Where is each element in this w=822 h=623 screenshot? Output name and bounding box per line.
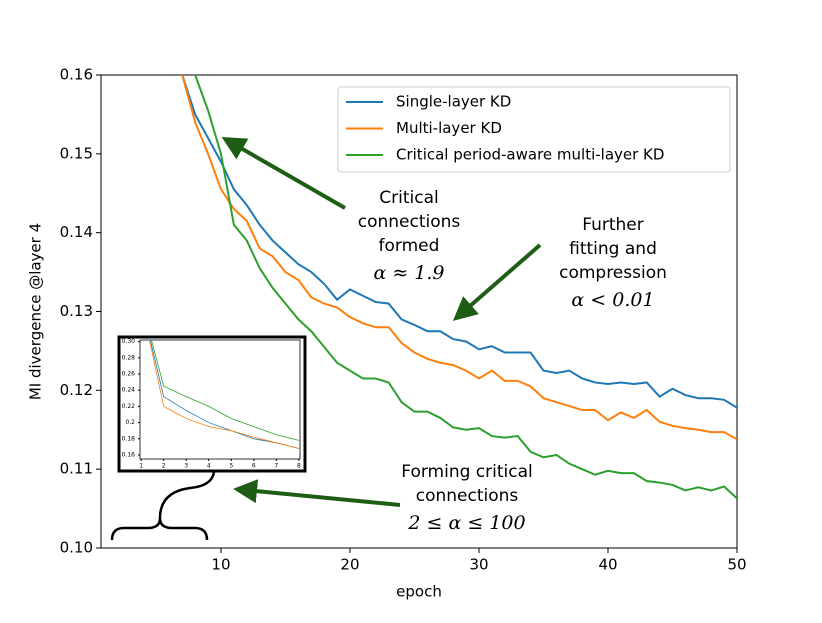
- x-tick-label: 10: [211, 556, 230, 574]
- arrow: [233, 479, 401, 507]
- y-tick-label: 0.12: [60, 381, 93, 399]
- y-tick-label: 0.15: [60, 144, 93, 162]
- series-line: [181, 75, 737, 441]
- legend-label: Single-layer KD: [396, 93, 511, 111]
- series-line: [149, 340, 299, 449]
- arrow: [452, 243, 542, 321]
- x-tick-label: 20: [340, 556, 359, 574]
- annotation-math: α ≈ 1.9: [373, 262, 444, 284]
- x-tick-label: 5: [229, 462, 233, 469]
- axes-frame: [139, 339, 301, 460]
- x-tick-label: 3: [184, 462, 188, 469]
- annotation: compression: [559, 263, 667, 283]
- x-tick-label: 6: [252, 462, 256, 469]
- y-axis-label: MI divergence @layer 4: [27, 223, 45, 400]
- series-line: [194, 75, 737, 500]
- y-tick-label: 0.13: [60, 302, 93, 320]
- legend-label: Critical period-aware multi-layer KD: [396, 146, 664, 164]
- y-tick-label: 0.14: [60, 223, 93, 241]
- y-tick-label: 0.30: [122, 338, 136, 345]
- x-tick-label: 30: [469, 556, 488, 574]
- main-axes: 10 20 30 40 50 0.10 0.11 0.12 0.13 0.14 0.15 0.16 ep…: [27, 66, 747, 601]
- legend-box: [337, 86, 731, 173]
- inset-axes: 1 2 3 4 5 6 7 8 0.16 0.18 0.2 0.22 0.24 0.26 0.28 0.30: [122, 338, 301, 469]
- y-tick-label: 0.24: [122, 387, 136, 394]
- x-axis-label: epoch: [396, 583, 442, 601]
- y-tick-label: 0.22: [122, 403, 136, 410]
- y-tick-label: 0.26: [122, 371, 136, 378]
- x-tick-label: 50: [727, 556, 746, 574]
- x-tick-label: 4: [207, 462, 211, 469]
- y-tick-label: 0.11: [60, 460, 93, 478]
- legend-label: Multi-layer KD: [396, 119, 502, 137]
- arrows: [221, 137, 542, 507]
- annotation: fitting and: [569, 239, 657, 259]
- y-tick-label: 0.16: [122, 451, 136, 458]
- y-tick-label: 0.2: [125, 419, 135, 426]
- annotation: formed: [379, 236, 440, 256]
- inset-frame: [117, 335, 307, 473]
- y-tick-label: 0.18: [122, 435, 136, 442]
- annotation: Critical: [379, 188, 438, 208]
- x-tick-label: 2: [162, 462, 166, 469]
- annotation: Forming critical: [401, 462, 532, 482]
- y-tick-label: 0.16: [60, 66, 93, 84]
- series-line: [181, 75, 737, 409]
- arrow: [221, 137, 346, 210]
- x-tick-label: 40: [598, 556, 617, 574]
- y-tick-label: 0.28: [122, 354, 136, 361]
- x-tick-label: 1: [139, 462, 143, 469]
- y-tick-label: 0.10: [60, 539, 93, 557]
- brace-link: [158, 471, 216, 519]
- series-line: [151, 340, 299, 441]
- annotation: connections: [416, 486, 519, 506]
- annotation: Further: [582, 215, 644, 235]
- annotation-math: 2 ≤ α ≤ 100: [407, 512, 525, 534]
- annotation: connections: [358, 212, 461, 232]
- annotation-math: α < 0.01: [571, 289, 654, 311]
- x-tick-label: 8: [297, 462, 301, 469]
- x-tick-label: 7: [274, 462, 278, 469]
